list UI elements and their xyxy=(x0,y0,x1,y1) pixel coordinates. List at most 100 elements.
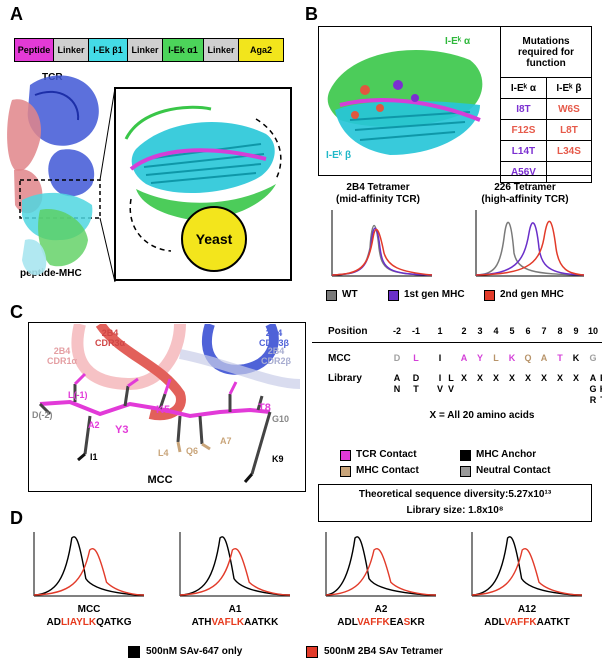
d-hist-red-0 xyxy=(33,548,145,596)
legend-gen2-swatch xyxy=(484,290,495,301)
panel-label-d: D xyxy=(10,508,23,528)
panel-d-plots: MCC ADLIAYLKQATKG A1 ATHVAFLKAATKK A2 ADLVAFF… xyxy=(0,530,602,640)
d-legend-red: 500nM 2B4 SAv Tetramer xyxy=(324,646,443,657)
res-l-1: L(-1) xyxy=(68,390,88,400)
col-beta: I-Eᵏ β xyxy=(545,77,593,99)
panel-label-b: B xyxy=(305,4,318,24)
cdr1a-label: 2B4 CDR1α xyxy=(46,346,78,366)
mcc-res-4: Y xyxy=(476,353,483,363)
construct-aga2-6: Aga2 xyxy=(238,38,284,62)
construct-peptide-0: Peptide xyxy=(14,38,54,62)
mhc-alpha xyxy=(38,209,88,267)
d-legend-red-swatch xyxy=(306,646,318,658)
lib-11-0: A xyxy=(589,373,597,383)
mcc-res-8: A xyxy=(540,353,548,363)
diversity-text: Theoretical sequence diversity:5.27x10¹³ xyxy=(358,489,552,500)
lib-3-0: X xyxy=(460,373,467,383)
pos-8: 8 xyxy=(557,326,563,336)
d-name-2: A2 xyxy=(374,604,388,615)
legend-mhc-swatch xyxy=(340,466,351,477)
mcc-res-7: Q xyxy=(524,353,532,363)
hist1-subtitle: (mid-affinity TCR) xyxy=(336,194,420,205)
panel-label-c: C xyxy=(10,302,23,322)
mcc-res-3: A xyxy=(460,353,468,363)
construct-linker-3: Linker xyxy=(127,38,163,62)
libm1-0: L xyxy=(448,373,454,383)
mcc-res-2: I xyxy=(438,353,442,363)
lib-1-0: D xyxy=(412,373,420,383)
hist2-gen2 xyxy=(475,220,585,276)
res-g10: G10 xyxy=(272,414,290,424)
legend-tcr: TCR Contact xyxy=(356,449,417,460)
d-name-3: A12 xyxy=(517,604,537,615)
hist2-gen1 xyxy=(475,222,585,276)
d-hist-red-1 xyxy=(179,548,291,596)
mcc-res-1: L xyxy=(413,353,419,363)
hist1-title: 2B4 Tetramer xyxy=(346,182,410,193)
panelb-frame xyxy=(318,26,592,176)
cdr2b-label: 2B4 CDR2β xyxy=(261,346,291,366)
sequence-grid: Position MCC Library -2 D A N -1 L D T 1 I I V 2 A X 3 Y… xyxy=(312,322,602,432)
lib-4-0: X xyxy=(476,373,483,383)
lib-0-0: A xyxy=(393,373,401,383)
mcc-res-6: K xyxy=(508,353,516,363)
mcc-row-label: MCC xyxy=(328,353,351,364)
d-name-1: A1 xyxy=(228,604,242,615)
d-hist-a12 xyxy=(471,532,583,597)
position-label: Position xyxy=(328,326,368,337)
pos-6: 6 xyxy=(525,326,531,336)
mcc-res-0: D xyxy=(393,353,401,363)
d-hist-black-2 xyxy=(325,536,437,596)
col-alpha: I-Eᵏ α xyxy=(500,77,547,99)
pos-3: 3 xyxy=(477,326,483,336)
hist1-gen1 xyxy=(331,227,433,276)
d-seq-1: ATHVAFLKAATKK xyxy=(191,617,279,628)
lib-10-0: X xyxy=(572,373,579,383)
zoom-structure xyxy=(124,105,282,272)
d-hist-black-1 xyxy=(179,536,291,596)
lib-5-0: X xyxy=(492,373,499,383)
cdr3a-label: 2B4 CDR3α xyxy=(94,328,126,348)
mut-a-1: F12S xyxy=(500,119,547,141)
res-k5: K5 xyxy=(156,404,171,416)
mutation-table: Mutations required for function I-Eᵏ α I-… xyxy=(500,26,593,183)
lib-6-0: X xyxy=(508,373,515,383)
panel-label-a: A xyxy=(10,4,23,24)
res-d-2: D(-2) xyxy=(32,410,53,420)
d-legend-black: 500nM SAv-647 only xyxy=(146,646,243,657)
legend-neutral-swatch xyxy=(460,466,471,477)
res-t8: T8 xyxy=(258,402,271,414)
construct-i-ek-1-2: I-Ek β1 xyxy=(88,38,128,62)
pos-5: 5 xyxy=(509,326,515,336)
d-seq-3: ADLVAFFKAATKT xyxy=(484,617,570,628)
hist2-subtitle: (high-affinity TCR) xyxy=(481,194,569,205)
d-hist-a2 xyxy=(325,532,437,597)
legend-tcr-swatch xyxy=(340,450,351,461)
panelc-frame xyxy=(28,322,306,492)
legend-wt-swatch xyxy=(326,290,337,301)
d-legend-black-swatch xyxy=(128,646,140,658)
pmhc-label: peptide-MHC xyxy=(20,268,82,279)
res-q6: Q6 xyxy=(186,446,199,456)
legend-neutral: Neutral Contact xyxy=(476,465,551,476)
peptide-structure xyxy=(38,324,301,483)
mut-a-3: A56V xyxy=(500,161,547,183)
d-hist-red-2 xyxy=(325,548,437,596)
mut-b-1: L8T xyxy=(545,119,593,141)
hist1-wt xyxy=(331,225,433,276)
lib-9-0: X xyxy=(556,373,563,383)
library-size-text: Library size: 1.8x10⁸ xyxy=(406,505,504,516)
d-seq-2: ADLVAFFKEASKR xyxy=(337,617,425,628)
pos-2: 2 xyxy=(461,326,467,336)
lib-8-0: X xyxy=(540,373,547,383)
d-hist-red-3 xyxy=(471,548,583,596)
res-i1: I1 xyxy=(90,452,98,462)
lib-11-1: G xyxy=(589,384,597,394)
yeast-label: Yeast xyxy=(195,231,233,247)
mcc-res-5: L xyxy=(493,353,499,363)
libm1-1: V xyxy=(447,384,454,394)
res-l4: L4 xyxy=(158,448,169,458)
pos-7: 7 xyxy=(541,326,547,336)
mut-b-3 xyxy=(545,161,593,183)
legend-anchor-swatch xyxy=(460,450,471,461)
